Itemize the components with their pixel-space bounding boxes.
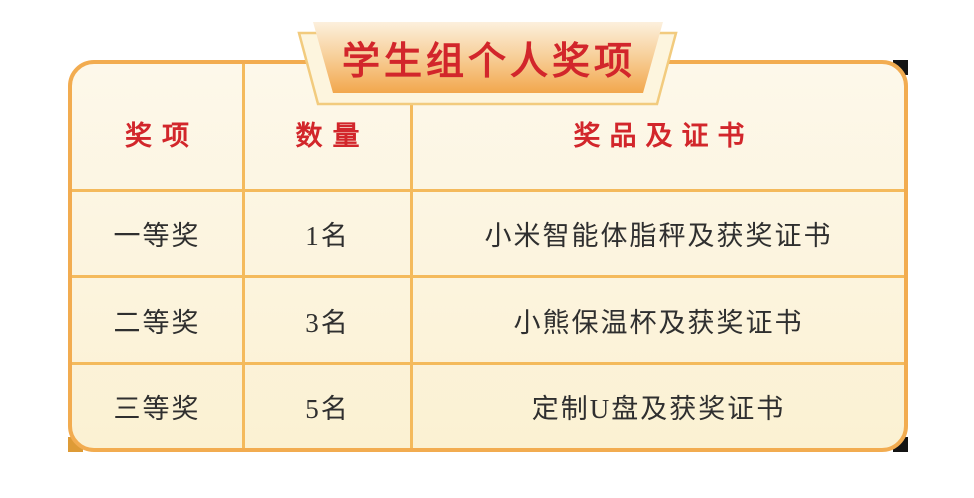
cell-prize-first: 小米智能体脂秤及获奖证书 (413, 192, 904, 278)
cell-prize-second: 小熊保温杯及获奖证书 (413, 278, 904, 365)
awards-table: 奖项 数量 奖品及证书 一等奖 1名 小米智能体脂秤及获奖证书 二等奖 3名 小… (68, 60, 908, 452)
cell-award-first: 一等奖 (72, 192, 245, 278)
cell-award-third: 三等奖 (72, 365, 245, 448)
header-cell-count: 数量 (245, 64, 413, 192)
cell-count-first: 1名 (245, 192, 413, 278)
header-cell-award: 奖项 (72, 64, 245, 192)
cell-award-second: 二等奖 (72, 278, 245, 365)
cell-count-second: 3名 (245, 278, 413, 365)
header-cell-prize: 奖品及证书 (413, 64, 904, 192)
cell-prize-third: 定制U盘及获奖证书 (531, 394, 786, 424)
cell-count-third: 5名 (245, 365, 413, 448)
